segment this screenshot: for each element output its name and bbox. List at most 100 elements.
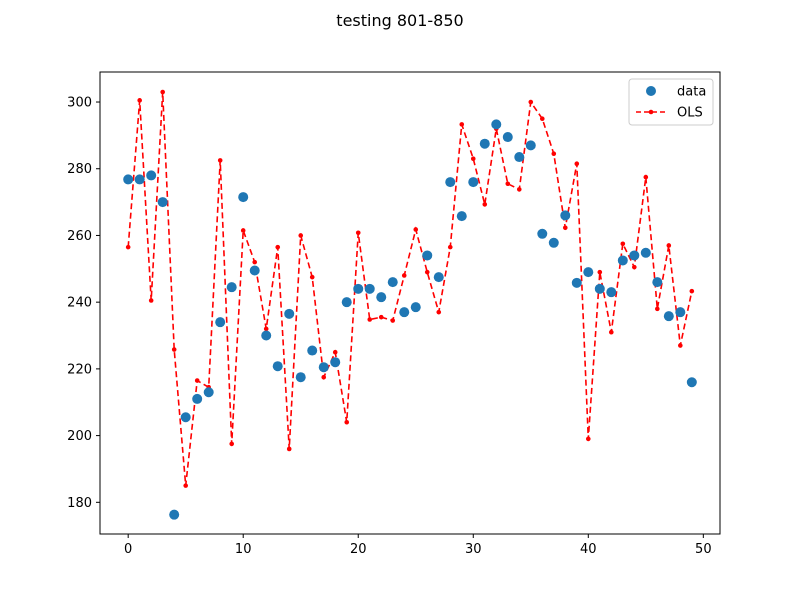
ols-line	[127, 91, 693, 486]
data-point	[157, 197, 168, 208]
ols-point	[562, 225, 568, 231]
legend-label-ols: OLS	[677, 106, 703, 121]
chart-title: testing 801-850	[336, 11, 463, 30]
data-point	[261, 330, 272, 341]
ols-point	[597, 269, 603, 275]
axis-ticks: 0 10 20 30 40 50 180 200 220 240 260 280 300	[67, 96, 711, 557]
data-point	[456, 211, 467, 222]
data-point	[249, 265, 260, 276]
data-point	[318, 362, 329, 373]
data-point	[226, 282, 237, 293]
data-point	[307, 345, 318, 356]
ols-point	[632, 264, 637, 270]
ols-point	[355, 230, 361, 236]
data-point	[146, 170, 157, 181]
data-point	[433, 272, 444, 283]
ols-point	[689, 288, 695, 294]
ols-point	[171, 347, 177, 352]
series-data	[123, 119, 697, 520]
ols-point	[286, 446, 292, 452]
data-point	[399, 307, 410, 318]
ols-point	[539, 116, 545, 122]
data-point	[192, 393, 203, 404]
data-point	[686, 377, 697, 388]
data-point	[652, 277, 663, 288]
x-tick-label: 20	[350, 542, 367, 557]
ols-point	[516, 187, 522, 192]
ols-point	[321, 374, 327, 380]
y-tick-label: 300	[67, 96, 92, 111]
ols-point	[436, 309, 442, 315]
ols-point	[643, 174, 649, 180]
data-point	[203, 387, 214, 398]
ols-point	[620, 241, 626, 247]
ols-point	[240, 228, 246, 233]
y-tick-label: 280	[67, 162, 92, 177]
y-tick-label: 240	[67, 296, 92, 311]
y-tick-label: 260	[67, 229, 92, 244]
data-point	[640, 247, 651, 258]
data-point	[272, 361, 283, 372]
ols-point	[298, 233, 304, 238]
ols-point	[505, 181, 511, 187]
data-point	[341, 297, 352, 308]
data-point	[123, 174, 134, 185]
ols-point	[585, 436, 591, 442]
ols-point	[482, 202, 488, 207]
y-tick-label: 220	[67, 362, 92, 377]
data-point	[502, 132, 513, 143]
data-point	[606, 287, 617, 298]
ols-point	[551, 151, 557, 157]
ols-point	[183, 483, 188, 488]
data-point	[215, 317, 226, 328]
data-point	[560, 210, 571, 221]
data-point	[594, 283, 605, 294]
data-point	[617, 255, 628, 266]
ols-point	[275, 244, 281, 250]
ols-point	[470, 156, 476, 162]
legend-label-data: data	[677, 85, 706, 100]
ols-point	[148, 298, 154, 303]
ols-point	[528, 99, 534, 105]
data-point	[663, 311, 674, 322]
ols-point	[229, 441, 235, 447]
ols-point	[332, 349, 338, 355]
data-point	[479, 138, 490, 149]
ols-point	[666, 243, 672, 248]
data-point	[284, 308, 295, 319]
x-tick-label: 50	[695, 542, 712, 557]
legend-data-marker	[646, 86, 656, 96]
ols-point	[252, 259, 258, 265]
ols-point	[401, 273, 407, 278]
data-point	[422, 250, 433, 261]
y-tick-label: 200	[67, 429, 92, 444]
ols-point	[194, 378, 200, 383]
ols-point	[574, 161, 580, 167]
data-point	[387, 277, 398, 288]
ols-point	[413, 227, 419, 232]
ols-point	[608, 329, 614, 335]
ols-point	[137, 98, 142, 103]
legend: data OLS	[628, 78, 714, 126]
data-point	[295, 372, 306, 383]
data-point	[583, 267, 594, 278]
ols-point	[217, 158, 223, 163]
y-tick-label: 180	[67, 496, 92, 511]
x-tick-label: 0	[124, 542, 132, 557]
data-point	[410, 302, 421, 313]
ols-point	[309, 274, 315, 280]
data-point	[376, 292, 387, 303]
ols-point	[367, 317, 373, 322]
data-point	[364, 283, 375, 294]
ols-point	[447, 244, 453, 250]
data-point	[571, 277, 582, 288]
ols-point	[678, 343, 683, 348]
ols-point	[344, 419, 350, 425]
data-point	[629, 250, 640, 261]
ols-point	[459, 122, 465, 127]
legend-ols-marker	[648, 109, 654, 115]
data-point	[169, 509, 180, 520]
x-tick-label: 10	[235, 542, 252, 557]
data-point	[353, 283, 364, 294]
x-tick-label: 30	[465, 542, 482, 557]
